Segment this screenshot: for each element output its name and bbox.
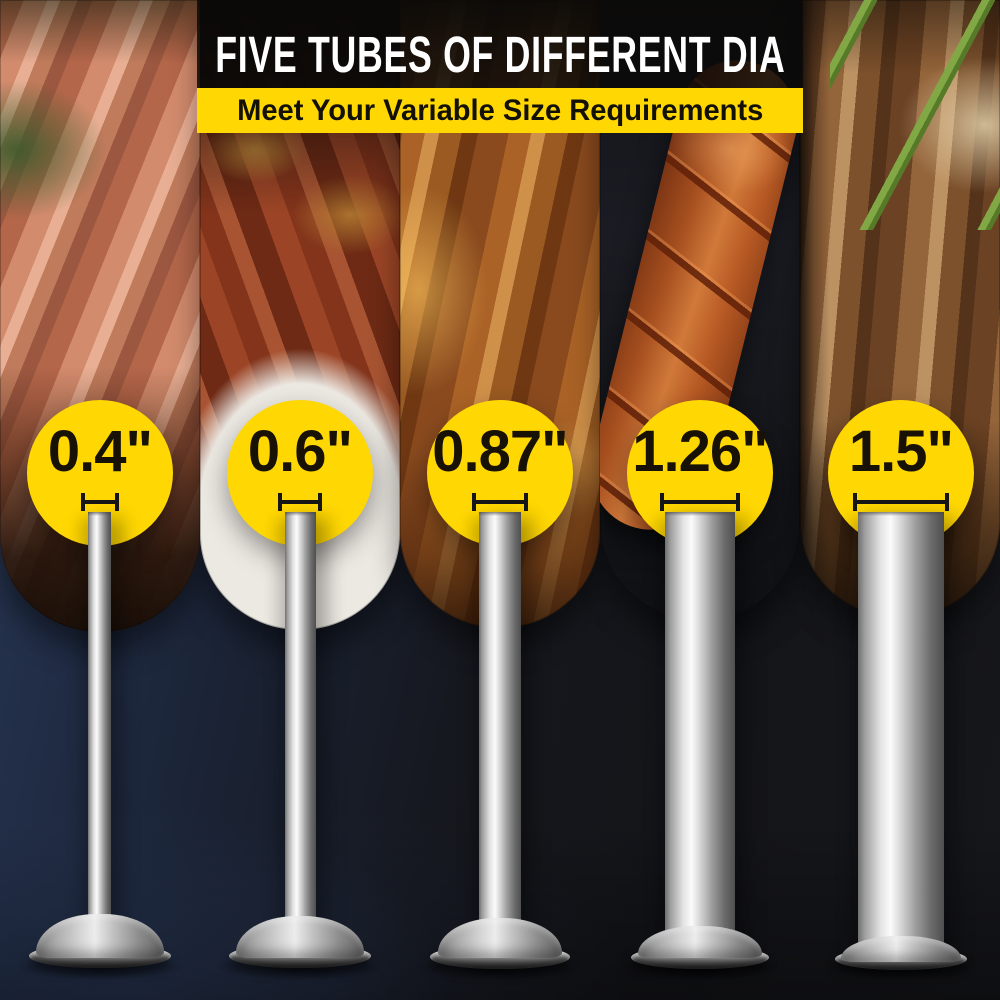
size-label: 0.4" <box>47 419 153 484</box>
dimension-bracket <box>853 493 949 511</box>
stuffing-tube-1-26 <box>665 512 735 952</box>
photo-column-chive-sausage <box>800 0 1000 618</box>
size-label: 1.26" <box>632 419 768 484</box>
stuffing-tube-0-87 <box>479 512 521 952</box>
size-label: 1.5" <box>848 419 954 484</box>
dimension-bracket <box>81 493 119 511</box>
subtitle-banner: Meet Your Variable Size Requirements <box>197 88 803 133</box>
page-title: FIVE TUBES OF DIFFERENT DIA <box>214 26 786 83</box>
dimension-bracket <box>472 493 528 511</box>
stuffing-tube-1-5 <box>858 512 944 952</box>
stuffing-tube-0-6 <box>285 512 316 952</box>
title-overlay: FIVE TUBES OF DIFFERENT DIA <box>197 0 803 88</box>
dimension-bracket <box>660 493 740 511</box>
size-badge-0-4: 0.4" <box>27 400 173 546</box>
chives-photo-shape <box>830 0 1000 230</box>
stuffing-tube-0-4 <box>88 512 111 952</box>
subtitle-text: Meet Your Variable Size Requirements <box>236 93 764 127</box>
size-label: 0.87" <box>432 419 568 484</box>
dimension-bracket <box>278 493 322 511</box>
size-label: 0.6" <box>247 419 353 484</box>
